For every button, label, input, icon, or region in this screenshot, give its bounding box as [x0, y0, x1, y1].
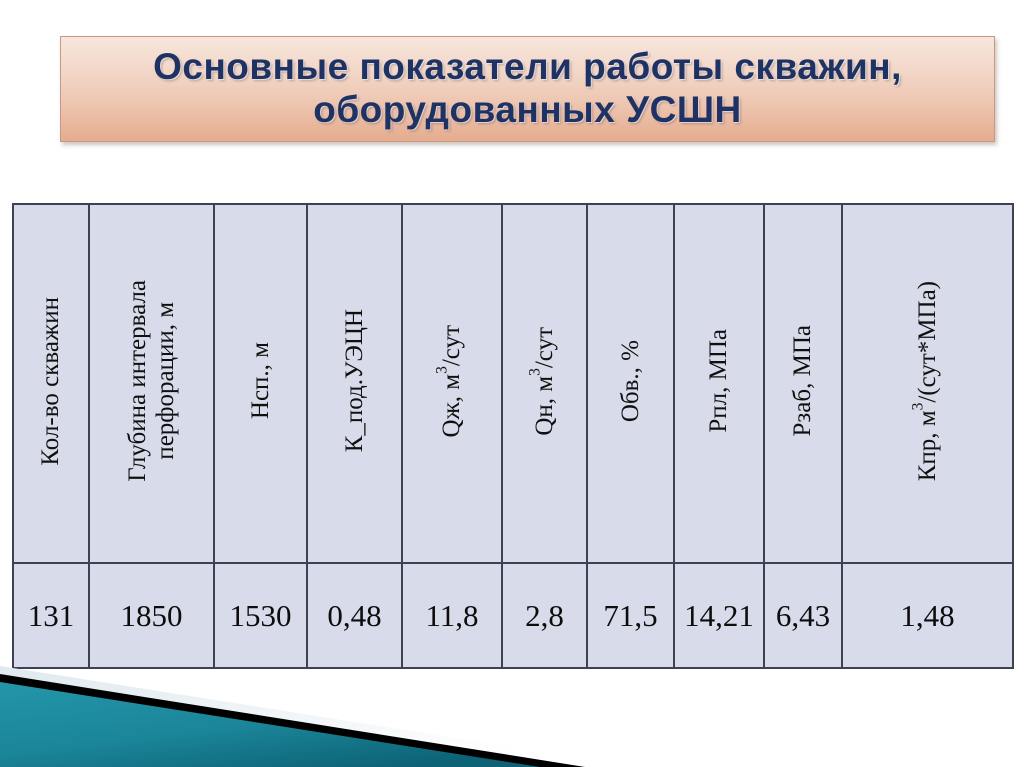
header-cell-wells-count: Кол-во скважин — [12, 203, 90, 564]
header-label-q-oil-post: /сут — [530, 326, 558, 368]
header-label-water-cut: Обв., % — [616, 339, 644, 423]
cell-hsp: 1530 — [213, 562, 308, 669]
header-label-perforation-depth-line2: перфорации, м — [151, 302, 179, 460]
wedge-light-stripe — [0, 666, 620, 767]
header-label-q-oil: Qн, м3/сут — [526, 326, 559, 436]
cell-k-pod-uecn: 0,48 — [306, 562, 403, 669]
slide-title-banner: Основные показатели работы скважин, обор… — [60, 36, 995, 142]
wedge-black-stripe — [0, 674, 585, 767]
header-label-k-prod-sup: 3 — [909, 402, 927, 411]
header-label-q-oil-pre: Qн, м — [530, 375, 558, 436]
cell-p-bottomhole: 6,43 — [763, 562, 843, 669]
header-label-hsp: Нсп., м — [246, 342, 274, 420]
header-cell-q-oil: Qн, м3/сут — [501, 203, 588, 564]
header-label-perforation-depth-line1: Глубина интервала — [123, 280, 151, 482]
header-cell-k-pod-uecn: К_под.УЭЦН — [306, 203, 403, 564]
header-label-perforation-depth: Глубина интервала перфорации, м — [124, 280, 180, 482]
table-header-row: Кол-во скважин Глубина интервала перфорац… — [12, 203, 1014, 564]
cell-q-oil: 2,8 — [501, 562, 588, 669]
metrics-table: Кол-во скважин Глубина интервала перфорац… — [12, 203, 1014, 669]
header-label-q-oil-sup: 3 — [526, 367, 544, 376]
corner-decoration-graphic — [0, 652, 620, 767]
header-label-k-prod-pre: Кпр, м — [913, 410, 941, 482]
header-label-p-layer: Рпл, МПа — [705, 329, 732, 433]
header-label-k-prod-post: /(сут*МПа) — [913, 280, 941, 403]
header-label-q-liquid-sup: 3 — [433, 365, 451, 374]
header-cell-hsp: Нсп., м — [213, 203, 308, 564]
header-label-q-liquid: Qж, м3/сут — [434, 324, 466, 438]
header-label-q-liquid-pre: Qж, м — [438, 373, 465, 438]
header-cell-p-bottomhole: Рзаб, МПа — [763, 203, 843, 564]
cell-q-liquid: 11,8 — [401, 562, 503, 669]
cell-water-cut: 71,5 — [586, 562, 675, 669]
header-label-k-pod-uecn: К_под.УЭЦН — [340, 309, 368, 453]
header-label-p-bottomhole: Рзаб, МПа — [789, 325, 816, 437]
cell-perforation-depth: 1850 — [88, 562, 215, 669]
cell-p-layer: 14,21 — [673, 562, 765, 669]
header-label-q-liquid-post: /сут — [438, 324, 465, 366]
header-cell-water-cut: Обв., % — [586, 203, 675, 564]
page-title: Основные показатели работы скважин, обор… — [153, 46, 902, 130]
table-row: 131 1850 1530 0,48 11,8 2,8 71,5 14,21 6… — [12, 562, 1014, 669]
header-cell-p-layer: Рпл, МПа — [673, 203, 765, 564]
header-cell-k-prod: Кпр, м3/(сут*МПа) — [841, 203, 1014, 564]
cell-wells-count: 131 — [12, 562, 90, 669]
header-cell-q-liquid: Qж, м3/сут — [401, 203, 503, 564]
cell-k-prod: 1,48 — [841, 562, 1014, 669]
corner-wedge-svg — [0, 666, 620, 767]
header-cell-perforation-depth: Глубина интервала перфорации, м — [88, 203, 215, 564]
header-label-k-prod: Кпр, м3/(сут*МПа) — [909, 280, 942, 482]
header-label-wells-count: Кол-во скважин — [37, 296, 64, 466]
wedge-teal-shape — [0, 682, 540, 767]
